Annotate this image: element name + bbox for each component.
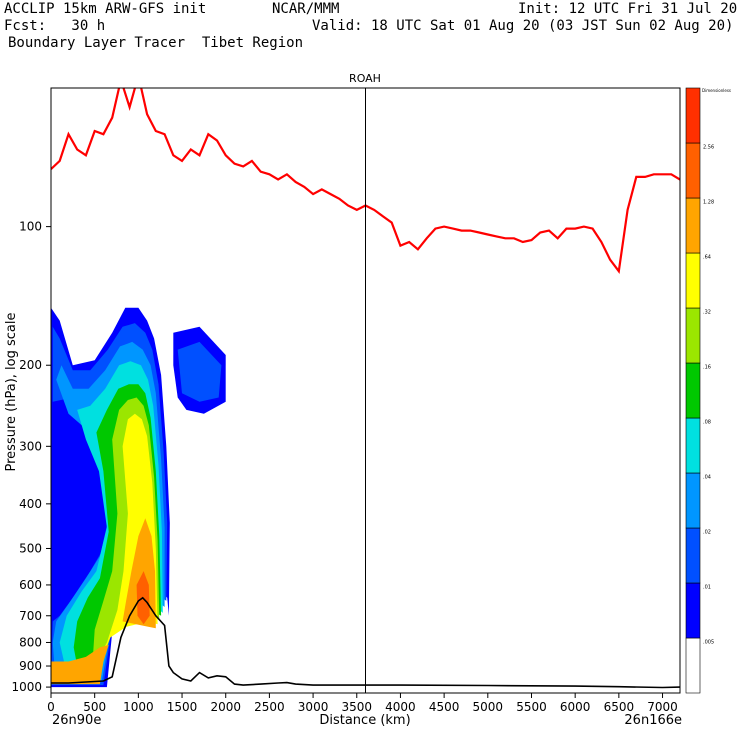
x-tick-label: 3500: [341, 700, 372, 714]
x-tick-label: 4500: [429, 700, 460, 714]
header-model: ACCLIP 15km ARW-GFS init: [4, 1, 207, 17]
x-axis-label: Distance (km): [319, 713, 410, 728]
y-tick-label: 100: [19, 220, 42, 234]
header-org: NCAR/MMM: [272, 1, 340, 17]
x-tick-label: 6000: [560, 700, 591, 714]
x-tick-label: 2500: [254, 700, 285, 714]
x-tick-label: 5000: [473, 700, 504, 714]
header-valid: Valid: 18 UTC Sat 01 Aug 20 (03 JST Sun …: [312, 18, 734, 34]
colorbar-level-label: .04: [703, 475, 711, 481]
colorbar-swatch: [685, 197, 701, 254]
terrain-line: [51, 596, 680, 689]
colorbar-level-label: .02: [703, 530, 711, 536]
colorbar-swatch: [685, 362, 701, 419]
colorbar-swatch: [685, 252, 701, 309]
colorbar-unit-label: Dimensionless: [702, 88, 731, 93]
tracer-plume: [51, 307, 226, 688]
y-axis: 100 200 300 400 500 600 700 800 900 1000: [11, 220, 51, 694]
y-axis-label: Pressure (hPa), log scale: [4, 313, 19, 472]
x-tick-label: 2000: [210, 700, 241, 714]
colorbar-swatch: [685, 307, 701, 364]
x-tick-label: 5500: [516, 700, 547, 714]
colorbar-swatch: [685, 527, 701, 584]
y-tick-label: 500: [19, 541, 42, 555]
colorbar-level-label: 1.28: [703, 200, 714, 206]
colorbar-swatch: [685, 582, 701, 639]
terrain-layer: [51, 596, 680, 689]
x-tick-label: 0: [47, 700, 55, 714]
tracer-contour: [177, 341, 222, 402]
x-tick-label: 7000: [647, 700, 678, 714]
x-tick-label: 6500: [604, 700, 635, 714]
colorbar-swatch: [685, 142, 701, 199]
x-tick-label: 500: [83, 700, 106, 714]
y-tick-label: 600: [19, 578, 42, 592]
y-tick-label: 400: [19, 497, 42, 511]
tracer-contour: [51, 644, 109, 685]
x-tick-label: 4000: [385, 700, 416, 714]
colorbar-level-label: .16: [703, 365, 711, 371]
y-tick-label: 900: [19, 659, 42, 673]
header-product: Boundary Layer Tracer Tibet Region: [8, 35, 304, 51]
colorbar-swatch: [685, 637, 701, 694]
left-endpoint-label: 26n90e: [52, 713, 101, 728]
right-endpoint-label: 26n166e: [624, 713, 682, 728]
chart-title: ROAH: [349, 72, 381, 85]
header-fcst: Fcst: 30 h: [4, 18, 106, 34]
plot-frame: [50, 87, 681, 694]
colorbar: .005 .01 .02 .04 .08 .16 .32 .64 1.28 2.56 Dimensi…: [685, 87, 731, 694]
colorbar-swatch: [685, 417, 701, 474]
colorbar-level-label: .01: [703, 585, 711, 591]
y-tick-label: 300: [19, 439, 42, 453]
colorbar-level-label: .005: [703, 640, 714, 646]
header-init: Init: 12 UTC Fri 31 Jul 20: [518, 1, 738, 17]
colorbar-level-label: 2.56: [703, 145, 714, 151]
x-tick-label: 3000: [298, 700, 329, 714]
colorbar-level-label: .08: [703, 420, 711, 426]
x-tick-label: 1000: [123, 700, 154, 714]
colorbar-swatch: [685, 472, 701, 529]
y-tick-label: 800: [19, 635, 42, 649]
y-tick-label: 1000: [11, 680, 42, 694]
y-tick-label: 700: [19, 609, 42, 623]
x-tick-label: 1500: [167, 700, 198, 714]
colorbar-swatch: [685, 87, 701, 144]
x-axis: 0 500 1000 1500 2000 2500 3000 3500 4000 4500 5000…: [47, 693, 678, 714]
colorbar-level-label: .64: [703, 255, 711, 261]
y-tick-label: 200: [19, 358, 42, 372]
colorbar-level-label: .32: [703, 310, 711, 316]
